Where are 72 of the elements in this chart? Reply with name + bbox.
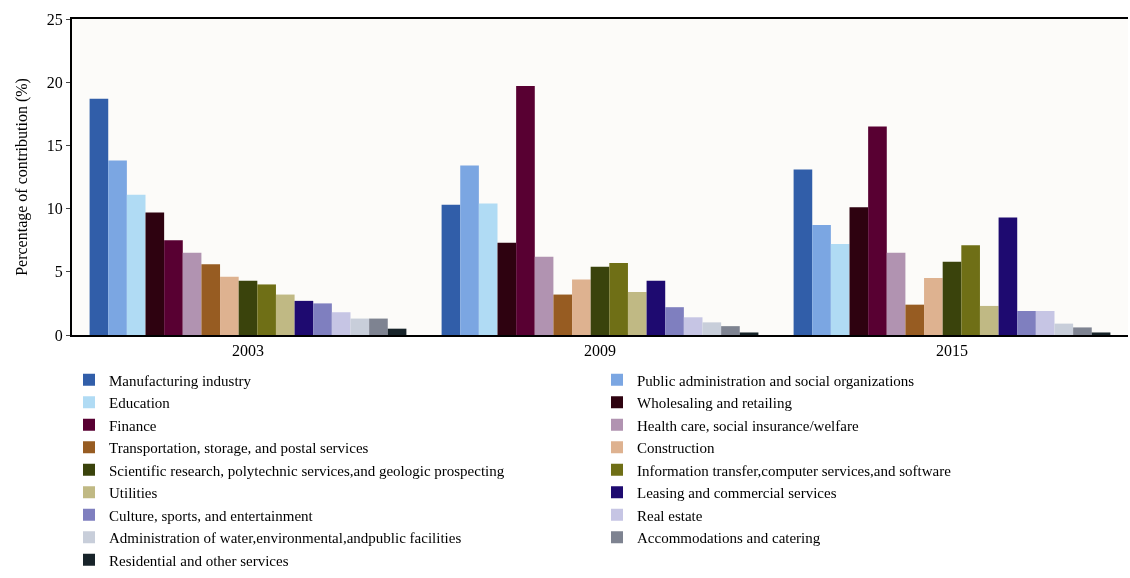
- legend-label: Culture, sports, and entertainment: [109, 507, 314, 524]
- bar: [460, 165, 479, 335]
- y-tick-label: 0: [54, 326, 63, 344]
- bar: [182, 252, 202, 335]
- x-tick-label: 2009: [584, 342, 616, 360]
- y-tick-label: 20: [46, 73, 63, 91]
- bar: [516, 85, 535, 335]
- bar: [665, 307, 684, 335]
- y-tick-label: 25: [46, 10, 63, 28]
- legend-label: Utilities: [109, 485, 158, 502]
- legend-label: Transportation, storage, and postal services: [109, 440, 369, 457]
- bar: [609, 262, 628, 335]
- legend-label: Administration of water,environmental,andpublic facilities: [109, 530, 462, 547]
- bar: [257, 284, 276, 335]
- bar: [369, 318, 388, 335]
- bar: [108, 160, 127, 335]
- bar: [478, 203, 498, 335]
- legend-label: Education: [109, 395, 171, 412]
- bar: [812, 225, 831, 335]
- y-axis-title: Percentage of contribution (%): [13, 78, 32, 276]
- bar: [441, 204, 461, 335]
- legend-label: Accommodations and catering: [637, 530, 821, 547]
- bar: [572, 279, 591, 335]
- bar: [387, 328, 407, 335]
- bar: [313, 303, 332, 335]
- bar: [942, 261, 962, 335]
- bar: [534, 256, 554, 335]
- bar: [590, 266, 610, 335]
- bar: [849, 207, 869, 335]
- bar: [868, 126, 887, 335]
- bar: [497, 242, 517, 335]
- bar: [739, 332, 759, 335]
- bar: [1017, 310, 1036, 335]
- bar: [164, 240, 183, 335]
- y-tick-label: 15: [46, 137, 63, 154]
- bar: [998, 217, 1018, 335]
- bar: [961, 245, 980, 335]
- bar: [201, 264, 221, 335]
- legend-label: Manufacturing industry: [109, 372, 252, 389]
- bar: [145, 212, 165, 335]
- bar: [886, 252, 906, 335]
- bar: [553, 294, 573, 335]
- legend-label: Construction: [637, 440, 715, 457]
- bar: [220, 276, 239, 335]
- bar: [89, 98, 109, 335]
- x-tick-label: 2015: [936, 342, 968, 360]
- bar: [721, 326, 740, 335]
- legend-label: Finance: [109, 417, 157, 434]
- legend-label: Leasing and commercial services: [637, 485, 837, 502]
- bar: [646, 280, 666, 335]
- bar: [627, 292, 647, 335]
- bar: [294, 300, 314, 335]
- x-tick-label: 2003: [232, 342, 264, 360]
- legend-label: Real estate: [637, 507, 703, 524]
- legend-label: Scientific research, polytechnic services,and geologic prospecting: [109, 462, 505, 479]
- legend-label: Residential and other services: [109, 552, 289, 569]
- bar: [979, 305, 999, 335]
- legend-label: Health care, social insurance/welfare: [637, 417, 859, 434]
- bar: [793, 169, 813, 335]
- y-tick-label: 5: [54, 263, 63, 281]
- bar: [905, 304, 925, 335]
- bar: [238, 280, 258, 335]
- bar: [275, 294, 295, 335]
- bar: [924, 278, 943, 335]
- bar: [126, 194, 146, 335]
- legend-label: Wholesaling and retailing: [637, 395, 793, 412]
- bar: [830, 243, 850, 335]
- legend-label: Public administration and social organizations: [637, 372, 915, 389]
- y-tick-label: 10: [46, 200, 63, 218]
- bar: [1091, 332, 1111, 335]
- legend-label: Information transfer,computer services,and software: [637, 462, 952, 479]
- bar: [1073, 327, 1092, 335]
